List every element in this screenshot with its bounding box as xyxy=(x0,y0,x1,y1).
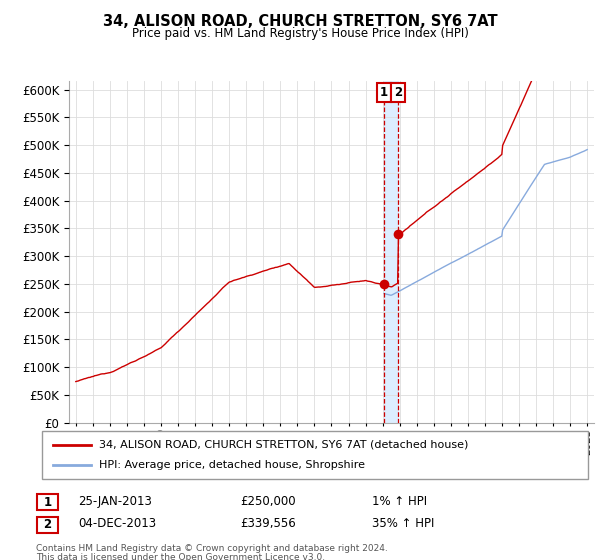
Text: 1: 1 xyxy=(380,86,388,99)
Text: 1: 1 xyxy=(43,496,52,509)
Text: 35% ↑ HPI: 35% ↑ HPI xyxy=(372,517,434,530)
Text: Contains HM Land Registry data © Crown copyright and database right 2024.: Contains HM Land Registry data © Crown c… xyxy=(36,544,388,553)
FancyBboxPatch shape xyxy=(42,431,588,479)
FancyBboxPatch shape xyxy=(37,494,58,510)
Text: 2: 2 xyxy=(394,86,403,99)
Text: Price paid vs. HM Land Registry's House Price Index (HPI): Price paid vs. HM Land Registry's House … xyxy=(131,27,469,40)
Text: £339,556: £339,556 xyxy=(240,517,296,530)
Text: HPI: Average price, detached house, Shropshire: HPI: Average price, detached house, Shro… xyxy=(100,460,365,470)
Text: This data is licensed under the Open Government Licence v3.0.: This data is licensed under the Open Gov… xyxy=(36,553,325,560)
Text: 34, ALISON ROAD, CHURCH STRETTON, SY6 7AT (detached house): 34, ALISON ROAD, CHURCH STRETTON, SY6 7A… xyxy=(100,440,469,450)
Text: 1% ↑ HPI: 1% ↑ HPI xyxy=(372,494,427,508)
Text: 25-JAN-2013: 25-JAN-2013 xyxy=(78,494,152,508)
FancyBboxPatch shape xyxy=(37,517,58,533)
Text: 34, ALISON ROAD, CHURCH STRETTON, SY6 7AT: 34, ALISON ROAD, CHURCH STRETTON, SY6 7A… xyxy=(103,14,497,29)
Text: 04-DEC-2013: 04-DEC-2013 xyxy=(78,517,156,530)
Bar xyxy=(384,81,398,423)
Text: 2: 2 xyxy=(43,518,52,531)
Text: £250,000: £250,000 xyxy=(240,494,296,508)
